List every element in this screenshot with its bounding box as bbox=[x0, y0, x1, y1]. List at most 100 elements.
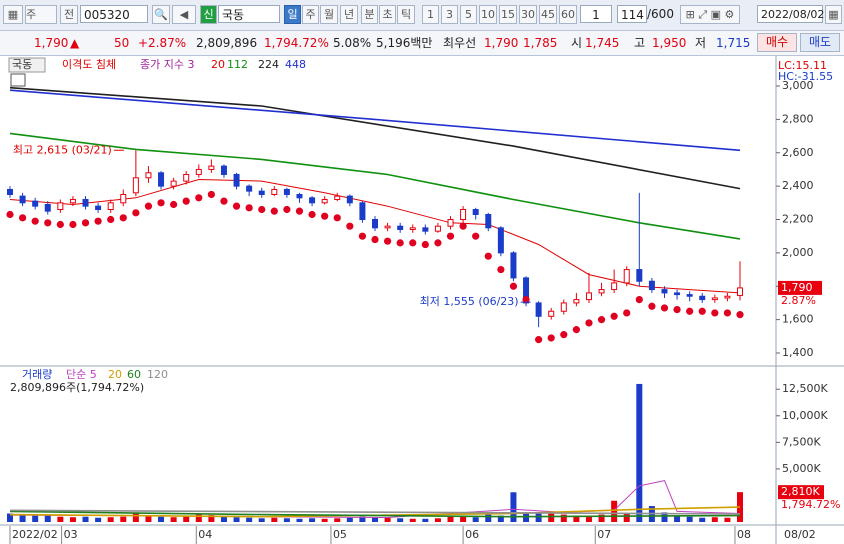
interval-button[interactable]: 5 bbox=[460, 5, 477, 24]
sar-dot bbox=[623, 309, 631, 317]
x-tick-label: 04 bbox=[198, 528, 212, 541]
candle-body bbox=[535, 302, 542, 317]
legend-entry: 20 bbox=[211, 58, 225, 71]
volume-bar bbox=[95, 517, 102, 522]
candle-body bbox=[510, 252, 517, 279]
sar-dot bbox=[182, 197, 190, 205]
code-input[interactable]: 005320 bbox=[80, 5, 148, 23]
candle-body bbox=[132, 177, 139, 194]
legend-entry: 112 bbox=[227, 58, 248, 71]
period-week[interactable]: 주 bbox=[302, 5, 319, 24]
period-month[interactable]: 월 bbox=[320, 5, 338, 24]
candle-body bbox=[485, 213, 492, 229]
open: 1,745 bbox=[585, 36, 620, 50]
sar-dot bbox=[421, 240, 429, 249]
buy-button[interactable]: 매수 bbox=[757, 33, 797, 52]
candle-body bbox=[359, 202, 366, 221]
menu-icon[interactable]: ▦ bbox=[3, 5, 23, 24]
sar-dot bbox=[258, 205, 266, 214]
candle-body bbox=[69, 198, 76, 204]
sar-dot bbox=[522, 295, 530, 304]
candle-body bbox=[737, 287, 743, 296]
volume-bar bbox=[32, 515, 39, 522]
interval-button[interactable]: 3 bbox=[441, 5, 458, 24]
sar-dot bbox=[132, 209, 140, 217]
sell-button[interactable]: 매도 bbox=[800, 33, 840, 52]
tool-icons[interactable]: ⊞ ⤢ ▣ ⚙ bbox=[680, 5, 740, 24]
name-input[interactable]: 국동 bbox=[218, 5, 280, 23]
candle-body bbox=[447, 219, 454, 227]
sar-dot bbox=[396, 239, 404, 247]
interval-button[interactable]: 1 bbox=[422, 5, 439, 24]
sar-dot bbox=[31, 217, 39, 225]
sar-dot bbox=[472, 232, 480, 240]
period-day[interactable]: 일 bbox=[284, 5, 301, 24]
sar-dot bbox=[736, 311, 744, 319]
sar-dot bbox=[107, 215, 115, 224]
count-input[interactable]: 114 bbox=[617, 5, 647, 23]
volume-bar bbox=[535, 513, 542, 522]
quote-bar: 1,790 ▲ 50 +2.87% 2,809,896 1,794.72% 5.… bbox=[0, 31, 844, 56]
candle-body bbox=[636, 269, 643, 282]
interval-button[interactable]: 15 bbox=[499, 5, 517, 24]
low: 1,715 bbox=[716, 36, 751, 50]
calendar-icon[interactable]: ▦ bbox=[825, 5, 842, 24]
interval-button[interactable]: 60 bbox=[559, 5, 577, 24]
search-icon[interactable]: 🔍 bbox=[152, 5, 170, 24]
date-input[interactable]: 2022/08/02 bbox=[757, 5, 824, 23]
period-minute[interactable]: 분 bbox=[361, 5, 378, 24]
last-price-box bbox=[778, 280, 822, 295]
candle-body bbox=[598, 289, 605, 294]
last-change: 2.87% bbox=[781, 294, 816, 307]
volume-bar bbox=[233, 517, 240, 522]
sar-dot bbox=[547, 334, 555, 342]
candle-body bbox=[560, 302, 567, 312]
sar-dot bbox=[560, 331, 568, 339]
sar-dot bbox=[446, 232, 455, 240]
y-tick-label: 3,000 bbox=[782, 79, 814, 92]
candle-body bbox=[7, 188, 13, 195]
sar-dot bbox=[18, 214, 27, 222]
volume-bar bbox=[674, 515, 681, 522]
candle-body bbox=[460, 208, 467, 221]
candle-body bbox=[699, 295, 706, 301]
sar-dot bbox=[509, 282, 518, 290]
candle-body bbox=[724, 295, 731, 299]
market-select[interactable]: 주 bbox=[25, 5, 57, 24]
moving-average bbox=[9, 86, 741, 190]
candle-body bbox=[585, 292, 592, 301]
volume-bar bbox=[573, 515, 580, 522]
moving-average bbox=[9, 89, 741, 152]
last-volume-ratio: 1,794.72% bbox=[781, 498, 840, 511]
sar-dot bbox=[6, 210, 14, 219]
interval-button[interactable]: 10 bbox=[479, 5, 497, 24]
candle-body bbox=[220, 165, 227, 175]
period-tick[interactable]: 틱 bbox=[397, 5, 415, 24]
candle-body bbox=[258, 190, 265, 195]
sar-dot bbox=[711, 309, 719, 317]
sar-dot bbox=[44, 219, 52, 227]
x-tick-label: 03 bbox=[64, 528, 78, 541]
candle-body bbox=[283, 188, 290, 195]
candle-body bbox=[44, 203, 51, 212]
table-icon bbox=[10, 73, 26, 87]
all-button[interactable]: 전 bbox=[60, 5, 78, 24]
new-badge[interactable]: 신 bbox=[200, 5, 217, 24]
volume-bar bbox=[737, 492, 743, 522]
volume-bar bbox=[44, 515, 51, 522]
period-second[interactable]: 초 bbox=[379, 5, 396, 24]
custom-interval[interactable]: 1 bbox=[580, 5, 612, 23]
interval-button[interactable]: 30 bbox=[519, 5, 537, 24]
last-volume: 2,810K bbox=[781, 485, 820, 498]
volume-bar bbox=[346, 517, 353, 522]
sar-dot bbox=[723, 309, 732, 317]
period-year[interactable]: 년 bbox=[340, 5, 358, 24]
sound-icon[interactable]: ◀ bbox=[172, 5, 196, 24]
volume-bar bbox=[460, 515, 467, 522]
sar-dot bbox=[371, 235, 379, 244]
sar-dot bbox=[698, 307, 706, 315]
volume-bar bbox=[611, 500, 618, 522]
candle-body bbox=[271, 188, 278, 195]
volume-legend: 거래량 bbox=[22, 368, 52, 381]
interval-button[interactable]: 45 bbox=[539, 5, 557, 24]
